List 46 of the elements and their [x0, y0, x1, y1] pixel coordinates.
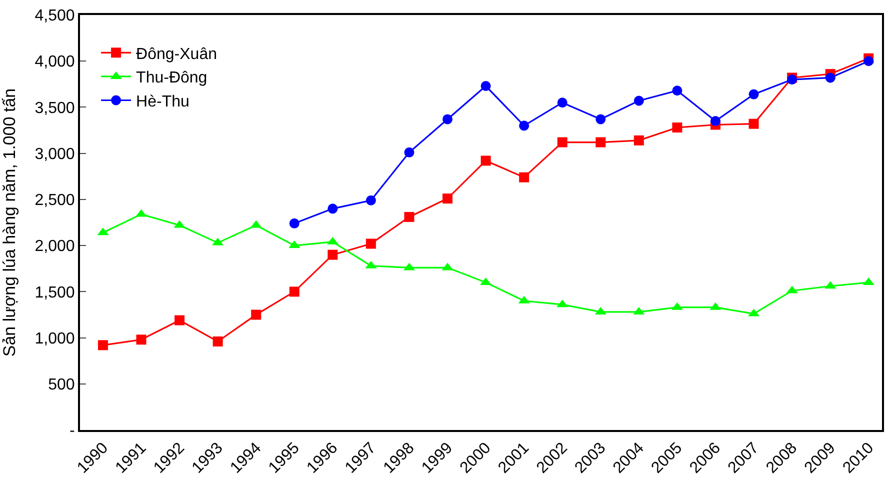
legend-label: Hè-Thu [136, 93, 190, 110]
point [710, 116, 720, 126]
point [748, 118, 759, 129]
point [136, 334, 146, 345]
y-tick-label: 3,000 [34, 146, 75, 163]
point [519, 120, 530, 131]
point [557, 98, 568, 108]
y-tick-label: 4,000 [34, 54, 75, 71]
point [748, 89, 759, 100]
y-tick-label: 4,500 [34, 8, 75, 25]
point [634, 135, 644, 146]
point [366, 238, 376, 249]
point [366, 195, 376, 206]
y-tick-label: 3,500 [34, 100, 75, 117]
point [672, 86, 682, 96]
point [442, 114, 452, 124]
point [519, 172, 530, 182]
legend-label: Thu-Đông [136, 70, 208, 87]
point [328, 204, 338, 214]
point [864, 56, 874, 66]
point [289, 218, 300, 228]
point [174, 315, 185, 326]
point [98, 340, 108, 350]
y-tick-label: 1,500 [34, 284, 75, 302]
point [825, 72, 836, 83]
point [289, 286, 300, 297]
point [596, 137, 606, 148]
y-axis-title: Sản lượng lúa hàng năm, 1.000 tấn [0, 88, 19, 357]
y-tick-label: - [69, 422, 75, 440]
point [251, 310, 262, 320]
point [480, 81, 491, 92]
point [212, 336, 223, 346]
y-tick-label: 500 [48, 376, 75, 394]
point [596, 114, 606, 124]
point [404, 147, 414, 158]
y-tick-label: 2,500 [34, 192, 75, 210]
point [672, 122, 682, 133]
point [480, 156, 491, 166]
point [442, 194, 452, 204]
point [634, 96, 644, 106]
point [404, 212, 414, 222]
point [328, 250, 338, 260]
y-tick-label: 2,000 [34, 238, 75, 256]
y-tick-label: 1,000 [34, 330, 75, 348]
point [557, 137, 568, 148]
legend-label: Đông-Xuân [136, 46, 217, 63]
